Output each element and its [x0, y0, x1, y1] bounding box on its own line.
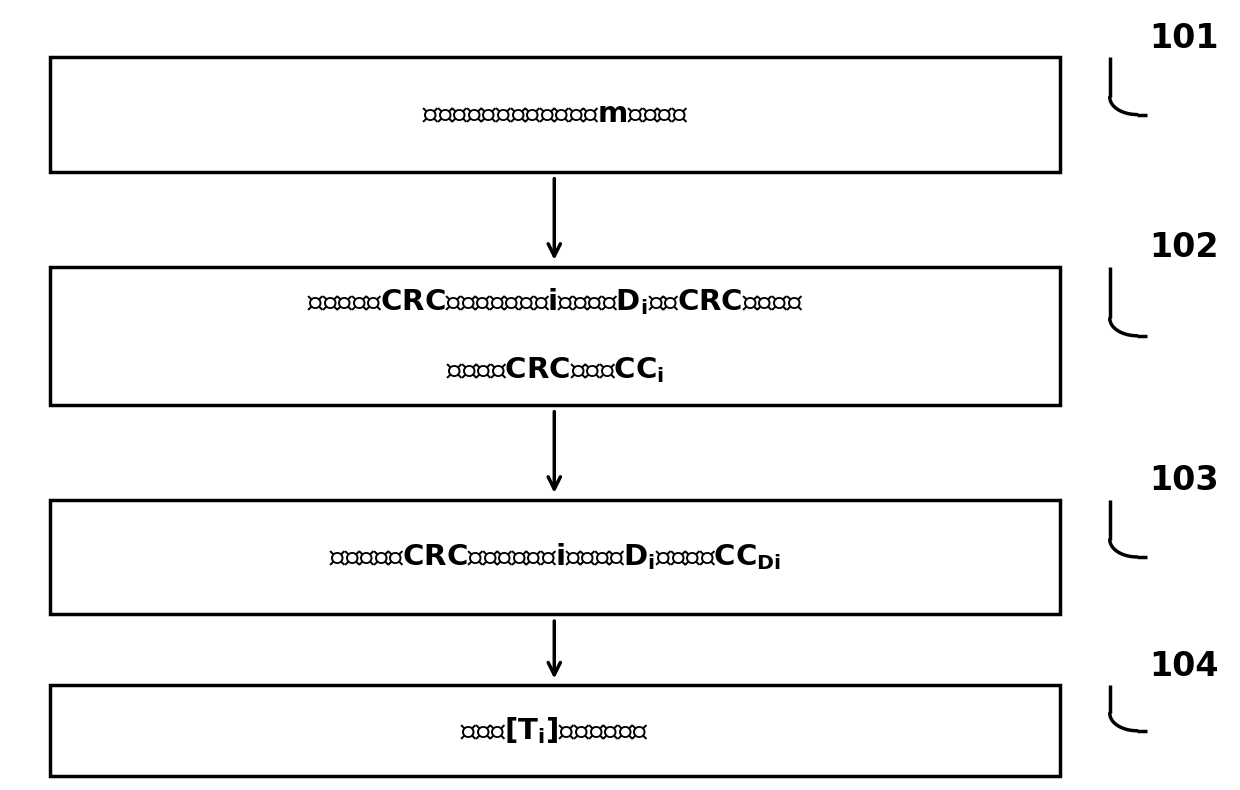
Text: 102: 102	[1149, 231, 1219, 264]
Text: 103: 103	[1149, 465, 1219, 498]
Text: 利用对应的$\mathbf{CRC}$校验码计算第$\mathbf{i}$段子序列$\mathbf{D_i}$的校验码$\mathbf{CC_{Di}}$: 利用对应的$\mathbf{CRC}$校验码计算第$\mathbf{i}$段子序…	[329, 542, 781, 572]
Bar	[50, 267, 1060, 405]
Text: 利用对应的$\mathbf{CRC}$生成多项式对第$\mathbf{i}$段子序列$\mathbf{D_i}$进行$\mathbf{CRC}$运算以得: 利用对应的$\mathbf{CRC}$生成多项式对第$\mathbf{i}$段子…	[306, 287, 804, 317]
Bar	[50, 500, 1060, 615]
Text: 将信息码元序列分为等长的$\mathbf{m}$段子序列: 将信息码元序列分为等长的$\mathbf{m}$段子序列	[422, 100, 688, 129]
Text: 将码字$\mathbf{[T_i]}$进行极化编码: 将码字$\mathbf{[T_i]}$进行极化编码	[460, 716, 650, 746]
Text: 101: 101	[1149, 22, 1219, 55]
Bar	[50, 685, 1060, 776]
Bar	[50, 58, 1060, 172]
Text: 104: 104	[1149, 650, 1219, 683]
Text: 到相应的$\mathbf{CRC}$校验码$\mathbf{CC_i}$: 到相应的$\mathbf{CRC}$校验码$\mathbf{CC_i}$	[446, 355, 663, 385]
